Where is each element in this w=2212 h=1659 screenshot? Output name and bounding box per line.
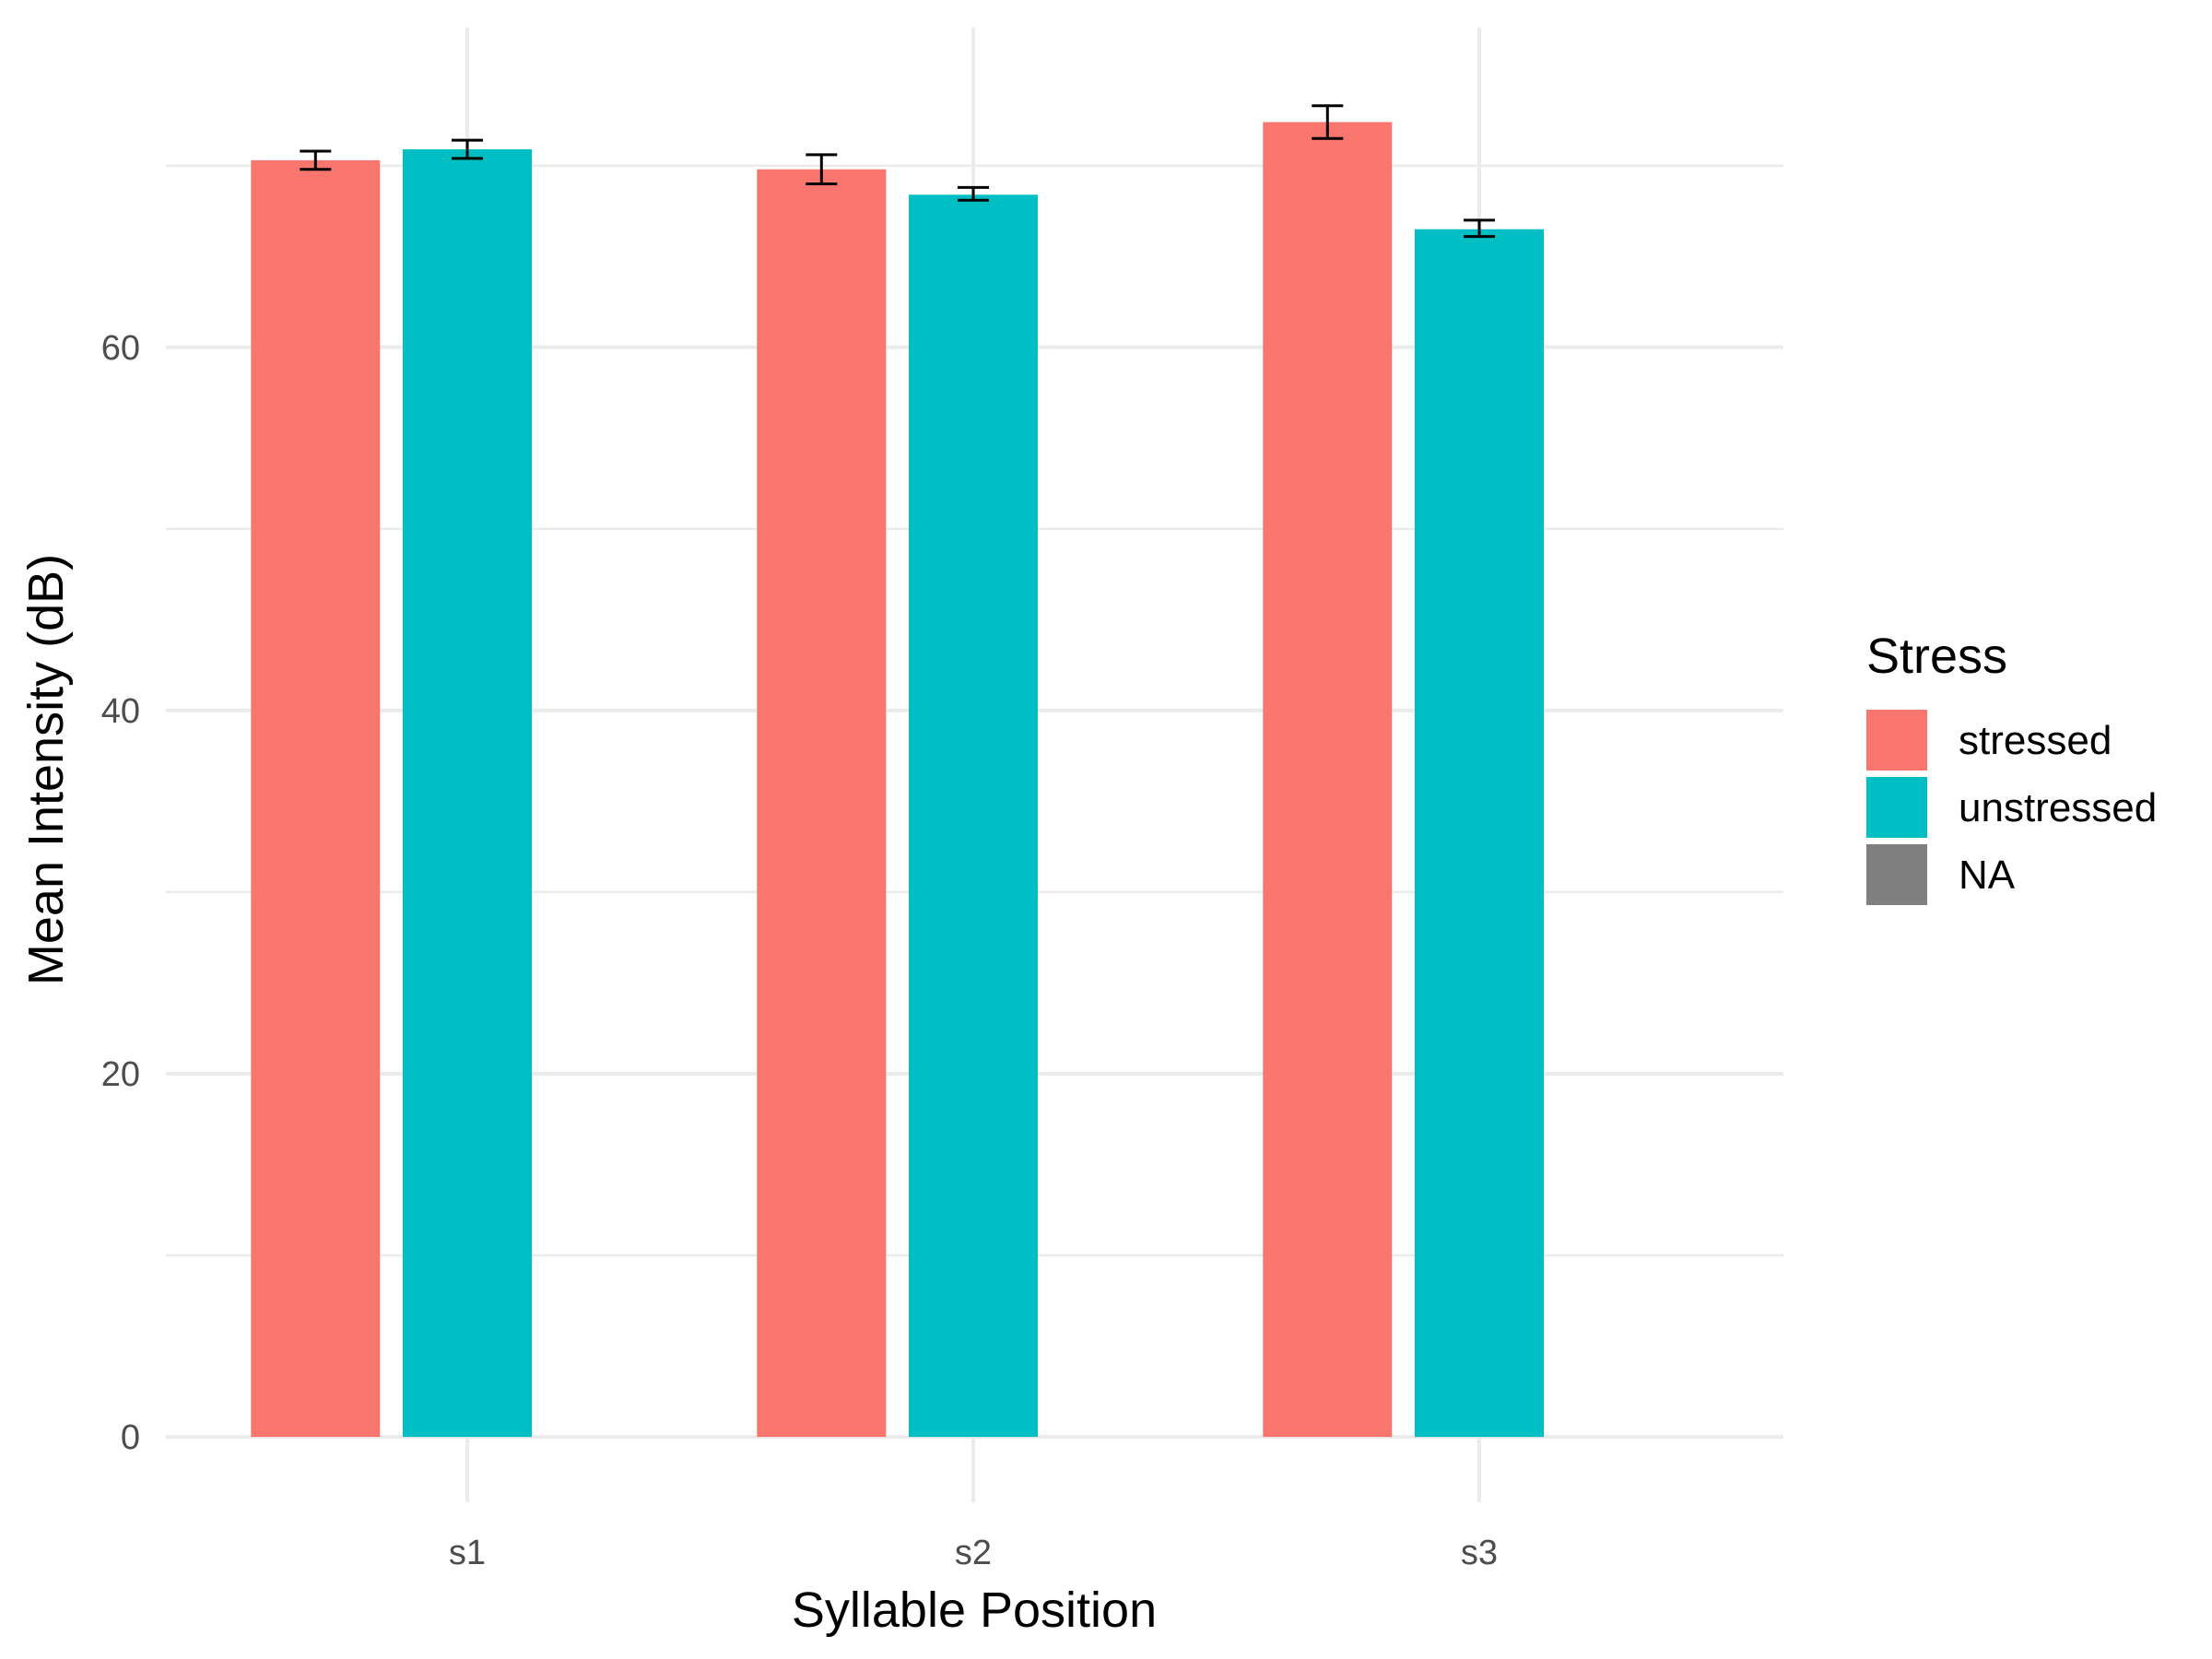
error-bar-stressed-s2: [806, 153, 838, 185]
y-tick-label: 40: [101, 692, 140, 731]
x-tick-label-s1: s1: [449, 1534, 486, 1572]
legend-entries: stressed unstressed NA: [1866, 710, 2157, 905]
bar-stressed-s3: [1263, 122, 1393, 1438]
bar-stressed-s2: [757, 169, 887, 1438]
y-tick-labels: 0 20 40 60: [101, 329, 140, 1457]
error-bars: [300, 104, 1495, 239]
x-tick-label-s3: s3: [1461, 1534, 1498, 1572]
bar-stressed-s1: [251, 159, 381, 1438]
bar-unstressed-s2: [909, 194, 1038, 1438]
bar-unstressed-s1: [403, 149, 532, 1438]
y-tick-label: 60: [101, 329, 140, 368]
legend-key-unstressed: [1866, 777, 1927, 838]
legend-label-unstressed: unstressed: [1959, 785, 2157, 830]
legend-entry-unstressed: unstressed: [1866, 777, 2157, 838]
x-tick-labels: s1 s2 s3: [449, 1534, 1498, 1572]
legend-title: Stress: [1866, 629, 2007, 684]
error-bar-unstressed-s1: [452, 138, 483, 160]
legend-entry-stressed: stressed: [1866, 710, 2112, 771]
y-axis-title: Mean Intensity (dB): [18, 554, 74, 985]
legend-key-stressed: [1866, 710, 1927, 771]
legend-entry-NA: NA: [1866, 844, 2016, 905]
x-tick-label-s2: s2: [955, 1534, 992, 1572]
legend-label-stressed: stressed: [1959, 718, 2112, 763]
legend: Stress stressed unstressed NA: [1866, 629, 2157, 905]
bars: [251, 122, 1544, 1438]
bar-unstressed-s3: [1415, 229, 1544, 1438]
error-bar-stressed-s1: [300, 149, 332, 171]
y-tick-label: 0: [121, 1418, 140, 1457]
error-bar-unstressed-s3: [1464, 218, 1495, 239]
x-axis-title: Syllable Position: [792, 1583, 1157, 1638]
legend-key-NA: [1866, 844, 1927, 905]
y-tick-label: 20: [101, 1055, 140, 1094]
error-bar-stressed-s3: [1312, 104, 1344, 140]
error-bar-unstressed-s2: [958, 185, 989, 202]
legend-label-NA: NA: [1959, 853, 2016, 898]
